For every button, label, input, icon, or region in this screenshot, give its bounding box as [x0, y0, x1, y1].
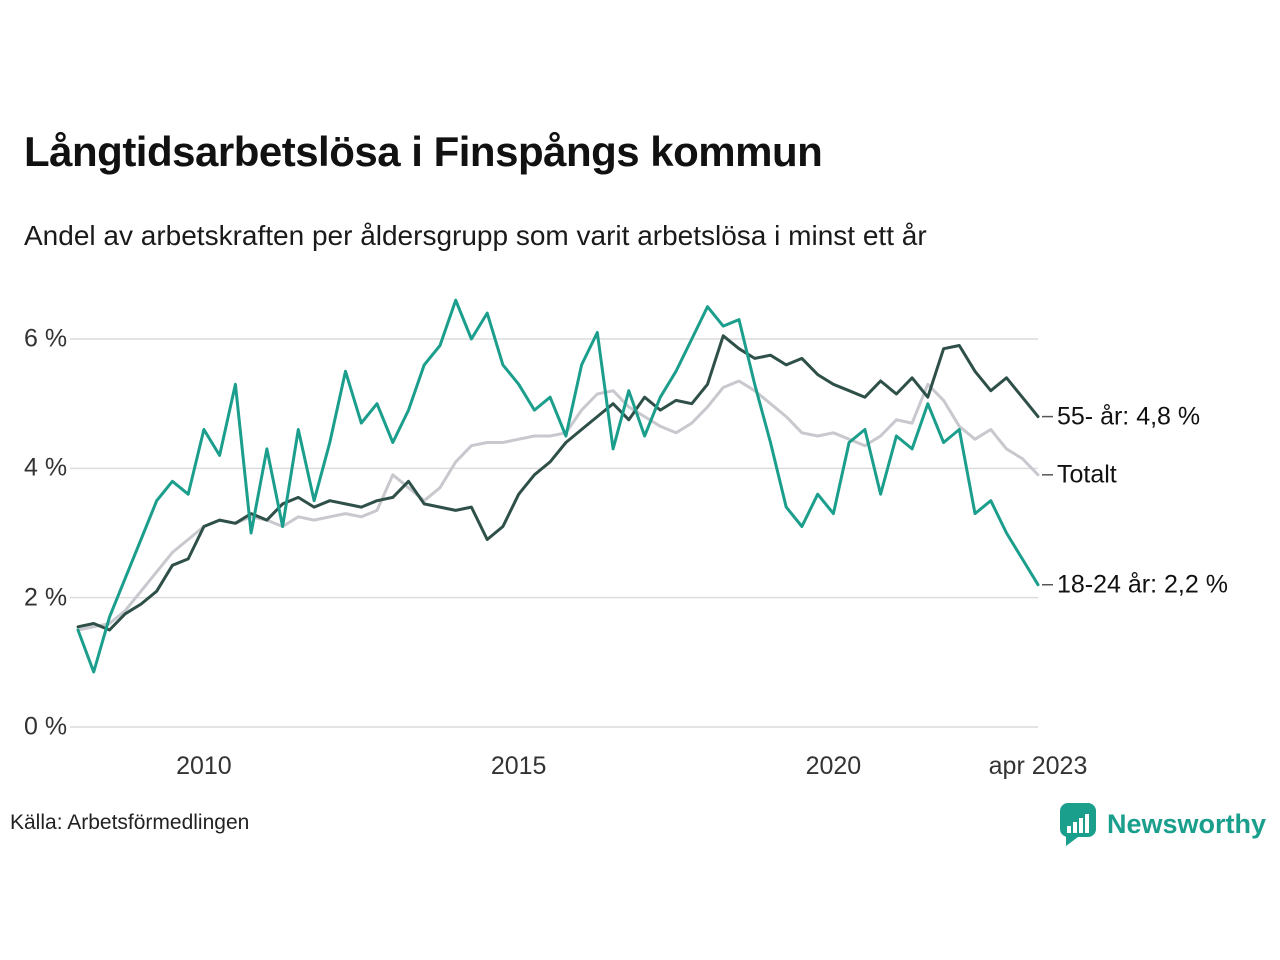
x-axis-tick-label: 2020 — [805, 752, 862, 780]
x-axis-tick-label: 2015 — [490, 752, 547, 780]
y-axis-tick-label: 0 % — [24, 712, 68, 741]
series-end-label: 18-24 år: 2,2 % — [1057, 570, 1228, 599]
y-axis-tick-label: 6 % — [24, 324, 68, 353]
series-line — [76, 334, 1040, 632]
series-end-label: 55- år: 4,8 % — [1057, 402, 1201, 431]
y-axis-tick-label: 4 % — [24, 453, 68, 482]
y-axis-tick-label: 2 % — [24, 583, 68, 612]
brand-logo: Newsworthy — [1058, 800, 1266, 848]
x-axis-tick-label: 2010 — [176, 752, 232, 780]
x-axis-tick-label: apr 2023 — [988, 752, 1088, 780]
brand-name: Newsworthy — [1106, 808, 1266, 839]
source-note: Källa: Arbetsförmedlingen — [10, 811, 250, 834]
newsworthy-logo-icon — [1059, 803, 1096, 846]
series-line — [76, 298, 1040, 674]
chart-title: Långtidsarbetslösa i Finspångs kommun — [24, 128, 823, 175]
chart-subtitle: Andel av arbetskraften per åldersgrupp s… — [24, 220, 927, 251]
series-end-label: Totalt — [1057, 460, 1117, 489]
